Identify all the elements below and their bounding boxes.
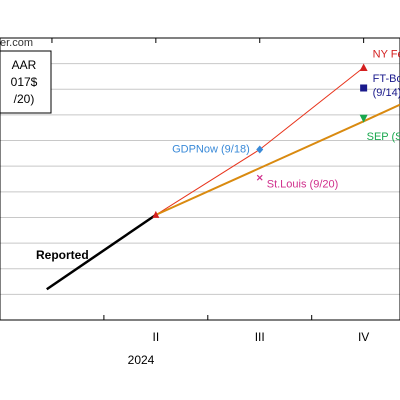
marker-label-st-louis-9-20: St.Louis (9/20) [267,179,339,191]
marker-label-gdpnow-9-18: GDPNow (9/18) [172,144,250,156]
source-credit: er.com [0,37,33,49]
legend-line-3: /20) [14,92,35,106]
marker-label-ft-boo: FT-Boo [373,73,400,85]
reported-line [46,213,157,291]
plot-frame [0,37,400,321]
x-tick-label: II [153,330,160,344]
marker-label-ny-fed: NY Fed [373,48,400,60]
marker-gdpnow-9-18 [256,145,264,154]
legend-line-2: 017$ [11,75,38,89]
legend-box [0,50,52,114]
marker-layer [152,63,368,218]
x-tick-marks [51,38,365,320]
marker-sep-s [359,114,368,123]
marker-ft-boo [360,84,368,92]
legend-line-1: AAR [12,58,37,72]
marker-st-louis-9-20 [256,174,263,181]
marker-sublabel-ft-boo: (9/14) [373,87,400,99]
marker-ny-fed [359,63,368,71]
x-axis-label: 2024 [128,353,155,367]
reported-label: Reported [36,248,89,262]
x-tick-label: IV [358,330,369,344]
reported-endpoint-marker [152,210,160,218]
x-tick-label: III [255,330,265,344]
marker-label-sep-s: SEP (S [367,131,400,143]
gridlines [0,63,400,295]
